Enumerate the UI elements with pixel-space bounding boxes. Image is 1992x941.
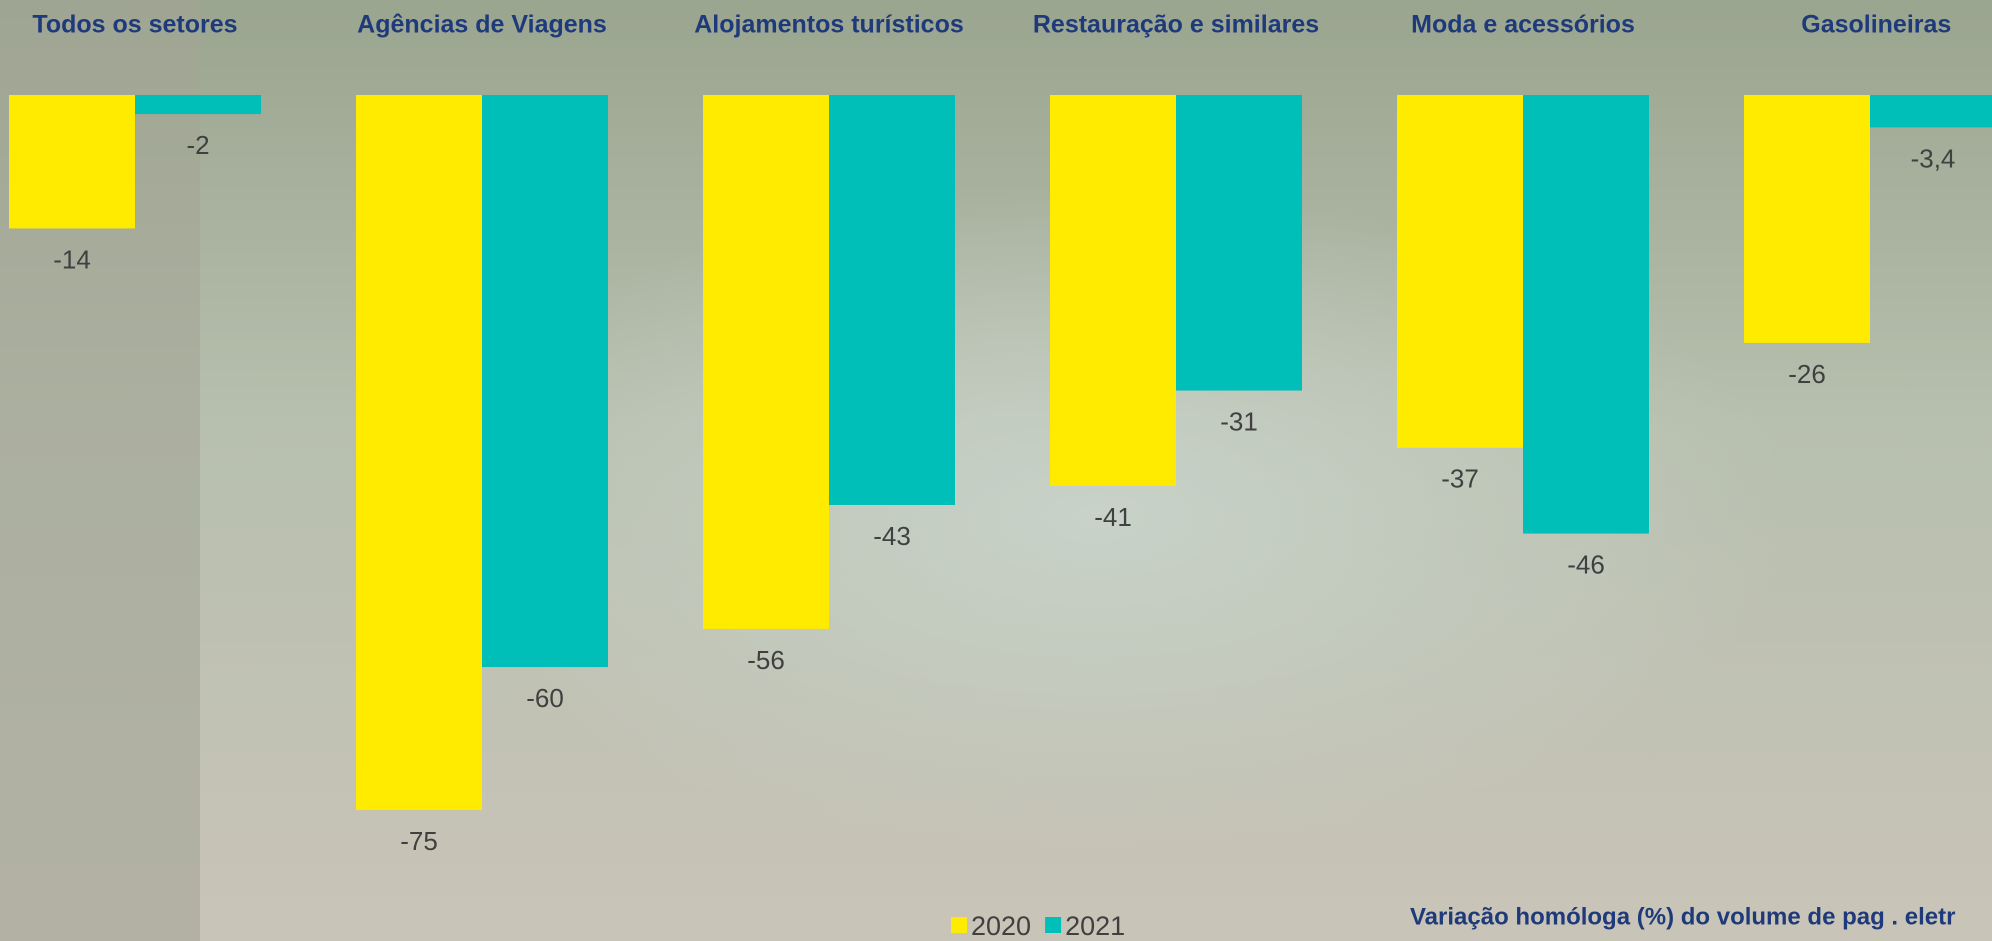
value-label: -56 bbox=[747, 645, 785, 675]
category-label: Todos os setores bbox=[32, 11, 237, 39]
bar bbox=[1176, 95, 1302, 391]
value-label: -60 bbox=[526, 683, 564, 713]
legend-swatch bbox=[951, 917, 967, 933]
value-label: -31 bbox=[1220, 406, 1258, 436]
value-label: -75 bbox=[400, 826, 438, 856]
legend-label: 2020 bbox=[971, 911, 1031, 941]
bar bbox=[1050, 95, 1176, 486]
legend-swatch bbox=[1045, 917, 1061, 933]
value-label: -26 bbox=[1788, 359, 1826, 389]
category-label: Gasolineiras bbox=[1801, 11, 1951, 39]
bar bbox=[829, 95, 955, 505]
bar bbox=[482, 95, 608, 667]
bar bbox=[356, 95, 482, 810]
category-label: Alojamentos turísticos bbox=[694, 11, 964, 39]
value-label: -46 bbox=[1567, 549, 1605, 579]
bar bbox=[9, 95, 135, 228]
value-label: -3,4 bbox=[1911, 143, 1956, 173]
chart: Todos os setores -14 -2 Agências de Viagens… bbox=[0, 0, 1992, 941]
bar bbox=[1523, 95, 1649, 534]
bar bbox=[1870, 95, 1992, 127]
category-label: Moda e acessórios bbox=[1411, 11, 1635, 39]
bar bbox=[1744, 95, 1870, 343]
bar bbox=[1397, 95, 1523, 448]
value-label: -43 bbox=[873, 521, 911, 551]
value-label: -37 bbox=[1441, 464, 1479, 494]
bar bbox=[703, 95, 829, 629]
value-label: -2 bbox=[186, 130, 209, 160]
legend-label: 2021 bbox=[1065, 911, 1125, 941]
category-label: Restauração e similares bbox=[1033, 11, 1319, 39]
value-label: -14 bbox=[53, 244, 91, 274]
category-label: Agências de Viagens bbox=[357, 11, 607, 39]
chart-title: Variação homóloga (%) do volume de pag .… bbox=[1410, 903, 1955, 930]
bar bbox=[135, 95, 261, 114]
background-light bbox=[0, 0, 1992, 941]
value-label: -41 bbox=[1094, 502, 1132, 532]
